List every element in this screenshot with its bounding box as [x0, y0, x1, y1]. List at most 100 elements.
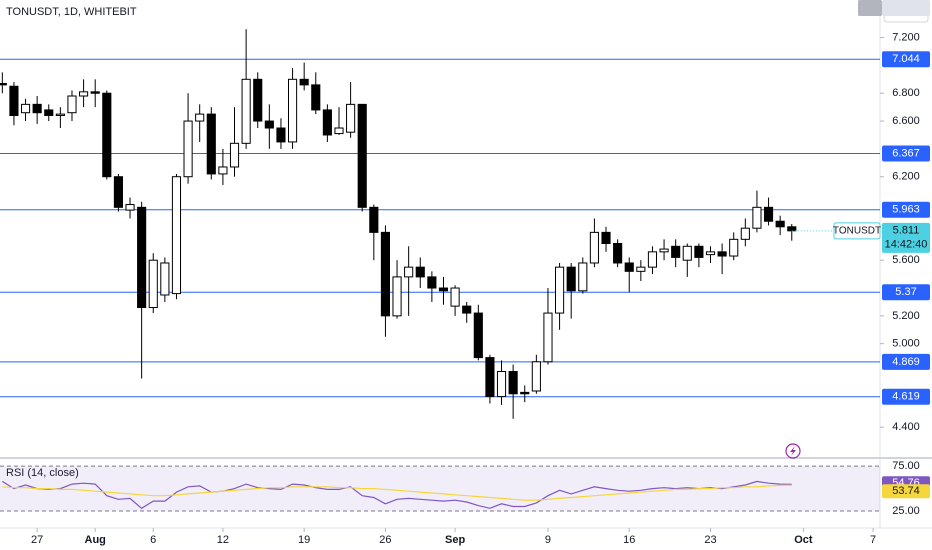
candle-body — [589, 231, 599, 264]
candle-body — [32, 103, 42, 114]
candle-body — [79, 91, 89, 97]
candle-body — [775, 220, 785, 228]
candle-body — [462, 305, 472, 314]
candle-body — [113, 176, 123, 208]
candle-body — [717, 251, 727, 257]
candle-body — [578, 262, 588, 292]
level-label: 7.044 — [892, 53, 920, 65]
candle-body — [229, 142, 240, 168]
level-label-box — [882, 201, 930, 218]
candle-body — [404, 266, 414, 278]
candle-body — [369, 206, 379, 233]
candle-body — [729, 238, 739, 257]
level-label: 4.619 — [892, 391, 920, 403]
candle-body — [380, 231, 390, 317]
candle-body — [671, 245, 681, 258]
candle-body — [647, 251, 658, 268]
candle-body — [357, 103, 367, 208]
candle-body — [195, 113, 205, 122]
level-label-box — [882, 51, 930, 68]
y-tick-label: 7.200 — [892, 31, 920, 43]
candle-body — [206, 113, 216, 175]
candle-body — [763, 206, 774, 222]
candle-body — [485, 357, 495, 398]
lightning-icon[interactable] — [785, 443, 801, 459]
candle-body — [496, 371, 507, 398]
candle-body — [520, 391, 530, 395]
rsi-tick-label: 75.00 — [892, 460, 920, 472]
candle-body — [299, 78, 309, 86]
candle-body — [543, 312, 553, 363]
candle-body — [438, 287, 449, 292]
candle-body — [740, 227, 750, 240]
candle-body — [508, 371, 518, 395]
candle-body — [171, 176, 182, 295]
x-tick-label: 23 — [704, 534, 716, 546]
level-label: 5.963 — [892, 204, 920, 216]
level-label: 6.367 — [892, 147, 920, 159]
candle-body — [694, 245, 704, 258]
rsi-ma-line-label-box — [882, 484, 930, 499]
x-tick-label: Aug — [85, 534, 106, 546]
x-tick-label: Sep — [445, 534, 465, 546]
y-tick-label: 5.200 — [892, 310, 920, 322]
candle-body — [148, 259, 158, 309]
symbol-box — [833, 222, 881, 240]
candle-body — [287, 78, 298, 143]
y-tick-label: 6.600 — [892, 115, 920, 127]
candle-body — [264, 120, 274, 129]
candle-body — [555, 266, 565, 314]
level-label: 4.869 — [892, 356, 920, 368]
chart-title: TONUSDT, 1D, WHITEBIT — [6, 6, 137, 18]
candle-body — [9, 85, 19, 116]
y-tick-label: 4.400 — [892, 421, 920, 433]
candle-body — [601, 231, 611, 245]
y-tick-label: 6.200 — [892, 171, 920, 183]
rsi-band — [0, 466, 880, 512]
level-label: 5.37 — [895, 286, 916, 298]
candle-body — [276, 127, 286, 143]
candle-body — [44, 109, 54, 116]
candle-body — [160, 262, 170, 296]
candle-body — [392, 276, 402, 317]
rsi-title: RSI (14, close) — [6, 467, 79, 479]
x-tick-label: 26 — [379, 534, 391, 546]
candle-body — [311, 84, 321, 111]
x-tick-label: 12 — [217, 534, 229, 546]
candle-body — [218, 166, 228, 175]
candle-body — [705, 251, 716, 256]
candle-body — [334, 127, 344, 135]
candle-body — [624, 262, 634, 272]
candle-body — [90, 91, 100, 94]
y-tick-label: 6.800 — [892, 87, 920, 99]
low-name-box — [858, 0, 882, 16]
candle-body — [531, 361, 541, 392]
rsi-ma-line-label: 53.74 — [892, 485, 920, 497]
rsi-line — [1, 480, 792, 510]
candle-body — [752, 206, 762, 229]
candle-body — [427, 276, 437, 289]
rsi-ma-line — [2, 484, 792, 501]
x-tick-label: 19 — [298, 534, 310, 546]
x-tick-label: 6 — [150, 534, 156, 546]
rsi-tick-label: 25.00 — [892, 505, 920, 517]
y-tick-label: 5.600 — [892, 254, 920, 266]
symbol-label: TONUSDT — [833, 225, 881, 236]
candle-body — [253, 78, 263, 122]
candle-body — [682, 245, 692, 261]
candle-body — [20, 103, 31, 114]
last-price-label: 5.811 — [893, 225, 920, 237]
candle-body — [125, 204, 135, 211]
x-tick-label: 16 — [623, 534, 635, 546]
x-tick-label: 9 — [545, 534, 551, 546]
candle-body — [102, 92, 112, 178]
candle-body — [473, 312, 483, 359]
level-label-box — [882, 353, 930, 370]
candle-body — [241, 78, 251, 144]
x-tick-label: Oct — [794, 534, 813, 546]
candle-body — [67, 95, 77, 114]
candle-body — [450, 287, 460, 307]
candle-body — [659, 248, 669, 253]
candle-body — [415, 266, 425, 278]
